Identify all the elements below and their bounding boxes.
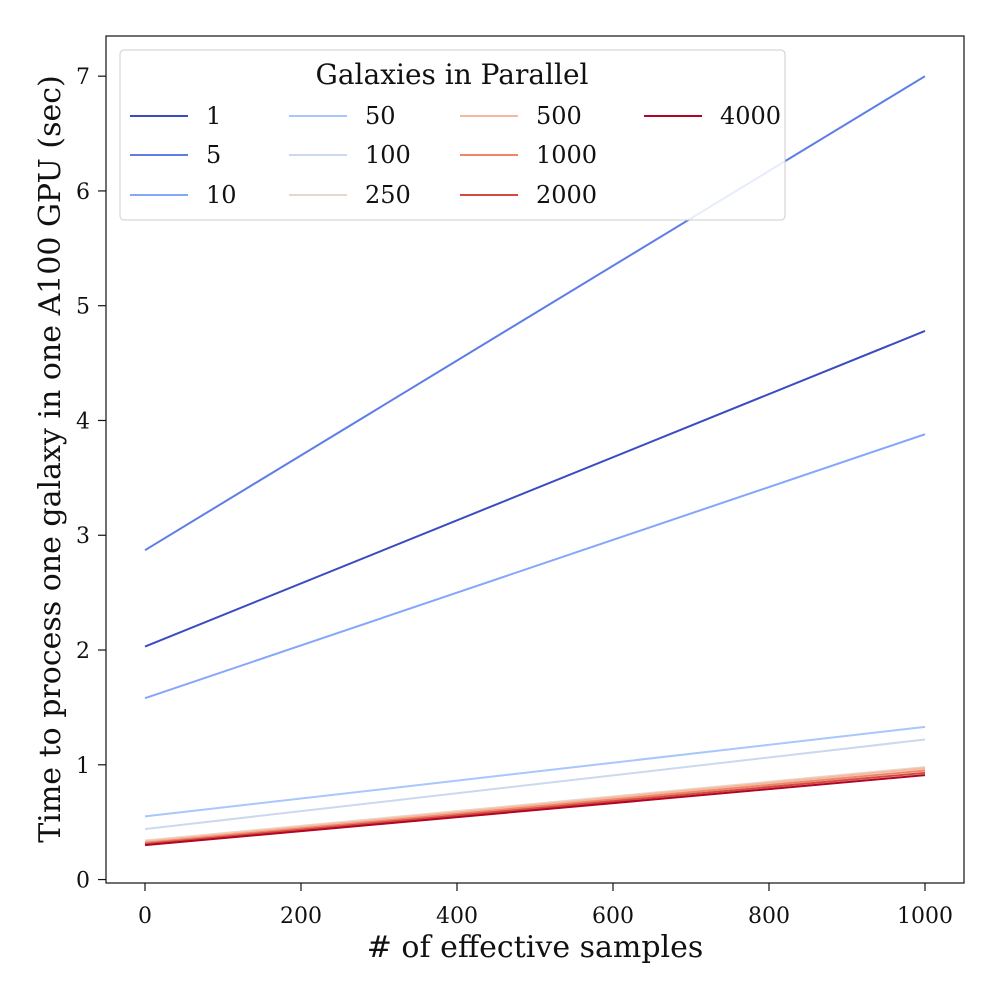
legend-label-10: 10 [206,181,237,209]
legend-title: Galaxies in Parallel [316,58,589,91]
legend-label-50: 50 [365,102,396,130]
legend-label-4000: 4000 [720,102,781,130]
y-tick-label: 7 [76,65,90,90]
series-layer [144,75,926,847]
series-line-10 [144,433,926,700]
y-tick-label: 5 [76,295,90,320]
legend-label-250: 250 [365,181,411,209]
y-tick-label: 0 [76,869,90,894]
x-axis-label: # of effective samples [367,930,704,965]
legend: Galaxies in Parallel 1 5 10 50 100 250 500 1000… [119,49,786,221]
legend-label-1: 1 [206,102,221,130]
x-tick-label: 800 [748,904,790,929]
y-tick-label: 3 [76,524,90,549]
series-line-250 [144,766,926,842]
series-line-1 [144,330,926,648]
x-tick-label: 600 [592,904,634,929]
series-line-5 [144,75,926,552]
series-line-4000 [144,774,926,847]
y-axis: 0 1 2 3 4 5 6 7 [76,65,106,894]
legend-label-500: 500 [536,102,582,130]
y-tick-label: 1 [76,754,90,779]
legend-label-5: 5 [206,141,221,169]
plot-frame [105,35,965,884]
y-axis-label: Time to process one galaxy in one A100 G… [33,75,68,843]
x-tick-label: 400 [436,904,478,929]
series-line-100 [144,738,926,831]
legend-label-2000: 2000 [536,181,597,209]
y-tick-label: 4 [76,409,90,434]
x-tick-label: 1000 [897,904,953,929]
y-tick-label: 2 [76,639,90,664]
legend-box [119,49,786,221]
legend-label-1000: 1000 [536,141,597,169]
series-line-50 [144,725,926,818]
series-line-500 [144,767,926,843]
series-line-1000 [144,769,926,844]
x-axis: 0 200 400 600 800 1000 [138,883,953,929]
x-tick-label: 200 [280,904,322,929]
series-line-2000 [144,771,926,845]
x-tick-label: 0 [138,904,152,929]
y-tick-label: 6 [76,180,90,205]
legend-items: 1 5 10 50 100 250 500 1000 2000 4000 [130,102,781,209]
legend-label-100: 100 [365,141,411,169]
